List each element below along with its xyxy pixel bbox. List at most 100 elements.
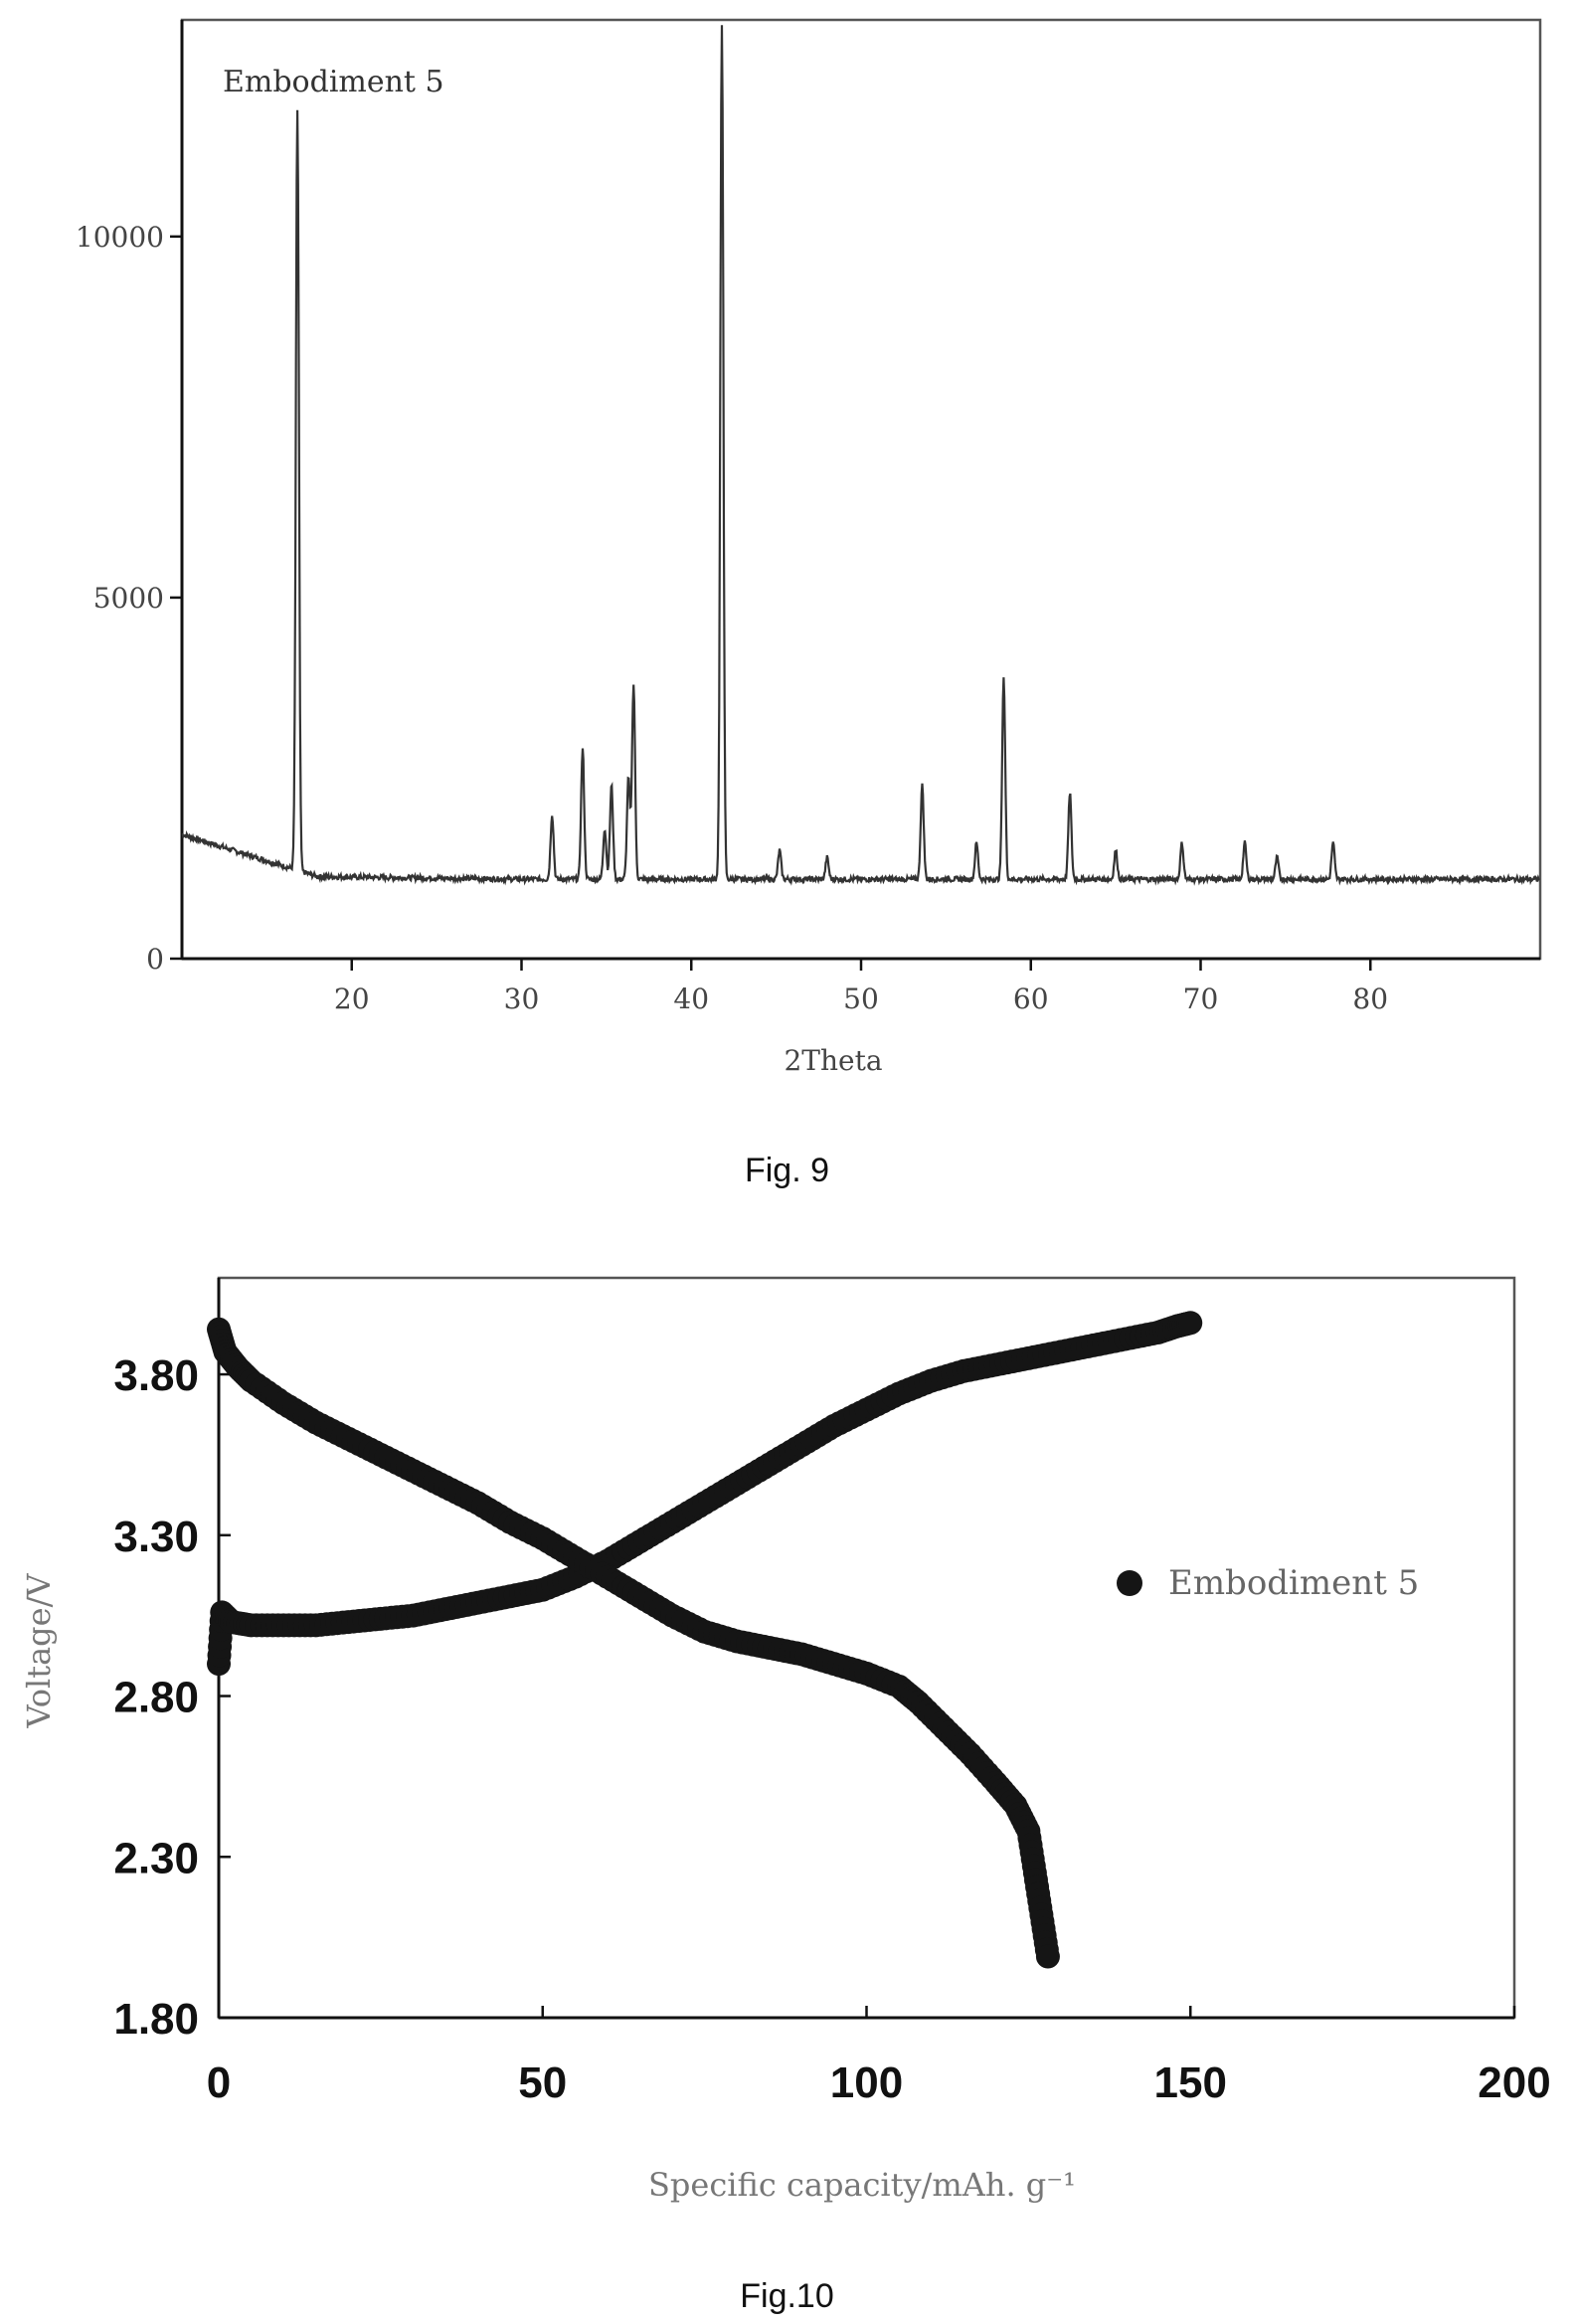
- point-discharge-interp-21-5: [849, 1660, 874, 1685]
- point-charge-interp-30-3: [1130, 1324, 1154, 1348]
- point-discharge-interp-14-1: [601, 1568, 625, 1593]
- point-charge-interp-20-3: [805, 1423, 830, 1448]
- point-discharge-interp-26-5: [979, 1766, 1004, 1791]
- point-charge-interp-0-2: [208, 1634, 233, 1659]
- point-charge-interp-29-4: [1103, 1329, 1128, 1353]
- point-charge-8: [401, 1603, 426, 1628]
- point-charge-interp-32-5: [1176, 1311, 1201, 1336]
- point-discharge-interp-30-3: [1026, 1881, 1051, 1906]
- point-discharge-21: [821, 1652, 846, 1677]
- point-charge-0: [207, 1652, 231, 1677]
- point-charge-interp-16-2: [670, 1504, 695, 1528]
- point-discharge-interp-9-5: [460, 1488, 485, 1513]
- point-discharge-interp-20-1: [794, 1644, 819, 1669]
- point-charge-32: [1165, 1314, 1190, 1339]
- xrd-x-tick-label-5: 70: [1183, 983, 1219, 1015]
- point-charge-10: [465, 1590, 490, 1615]
- point-discharge-interp-15-3: [643, 1593, 668, 1618]
- point-discharge-interp-7-3: [385, 1451, 410, 1475]
- point-discharge-interp-11-5: [525, 1523, 550, 1548]
- point-charge-interp-15-2: [638, 1522, 663, 1547]
- point-charge-interp-7-2: [379, 1605, 404, 1630]
- point-charge-interp-19-1: [763, 1449, 787, 1474]
- point-charge-interp-9-2: [443, 1595, 468, 1620]
- xrd-ticks-group: 20 30 40 50 60 70 80 0 5000 10000: [76, 221, 1388, 1015]
- point-discharge-interp-6-3: [352, 1434, 377, 1459]
- point-discharge-interp-2-1: [228, 1357, 253, 1382]
- point-discharge-interp-2-5: [237, 1366, 262, 1391]
- point-discharge-interp-23-4: [900, 1685, 925, 1709]
- point-charge-interp-6-1: [341, 1609, 366, 1634]
- point-charge-interp-18-5: [752, 1455, 777, 1480]
- point-discharge-interp-18-4: [746, 1633, 771, 1658]
- point-charge-interp-2-5: [236, 1612, 261, 1637]
- voltage-ticks-group: 0 50 100 150 200 1.80 2.30 2.80 3.30 3.80: [113, 1351, 1550, 2107]
- point-discharge-interp-17-3: [708, 1624, 733, 1649]
- point-discharge-24: [906, 1690, 931, 1714]
- point-charge-interp-29-3: [1097, 1330, 1122, 1354]
- point-charge-interp-1-3: [215, 1605, 240, 1630]
- point-discharge-interp-4-4: [292, 1404, 317, 1429]
- point-discharge-18: [725, 1629, 750, 1654]
- point-discharge-25: [932, 1715, 957, 1740]
- point-discharge-interp-10-5: [492, 1507, 517, 1531]
- xrd-plot-frame: [180, 18, 1542, 961]
- point-charge-interp-32-2: [1169, 1313, 1194, 1338]
- point-discharge-interp-22-1: [859, 1664, 884, 1689]
- point-discharge-interp-3-2: [250, 1376, 274, 1401]
- point-charge-interp-22-4: [876, 1386, 901, 1411]
- point-charge-interp-7-1: [374, 1606, 399, 1631]
- point-charge-29: [1081, 1333, 1106, 1357]
- point-charge-interp-25-1: [957, 1357, 981, 1382]
- point-discharge-interp-22-5: [881, 1672, 906, 1697]
- point-charge-interp-20-4: [811, 1420, 836, 1445]
- point-discharge-1: [213, 1340, 238, 1364]
- point-charge-interp-24-5: [946, 1360, 970, 1385]
- point-charge-interp-2-2: [226, 1611, 251, 1636]
- point-charge-interp-29-1: [1086, 1332, 1111, 1356]
- xrd-x-axis-label: 2Theta: [784, 1044, 882, 1077]
- point-discharge-interp-30-4: [1027, 1888, 1052, 1913]
- point-discharge-interp-24-5: [928, 1711, 953, 1736]
- xrd-x-tick-label-0: 20: [334, 983, 370, 1015]
- xrd-x-tick-label-2: 40: [673, 983, 709, 1015]
- point-charge-20: [789, 1433, 814, 1458]
- point-discharge-interp-12-1: [536, 1529, 561, 1554]
- point-charge-interp-20-2: [800, 1426, 825, 1451]
- point-discharge-interp-12-4: [552, 1538, 577, 1563]
- point-discharge-interp-13-4: [585, 1558, 610, 1583]
- point-charge-interp-9-4: [454, 1592, 479, 1617]
- point-discharge-interp-14-5: [622, 1581, 647, 1606]
- point-charge-interp-18-3: [741, 1462, 766, 1487]
- point-charge-interp-0-1: [207, 1643, 232, 1668]
- point-discharge-interp-12-2: [541, 1532, 566, 1557]
- point-charge-interp-14-1: [601, 1545, 625, 1570]
- point-charge-interp-25-2: [962, 1356, 987, 1381]
- point-charge-22: [854, 1397, 879, 1422]
- point-discharge-interp-27-3: [993, 1782, 1018, 1807]
- point-charge-interp-18-4: [746, 1459, 771, 1484]
- point-charge-27: [1016, 1345, 1041, 1370]
- point-charge-interp-22-2: [865, 1392, 890, 1417]
- point-charge-2: [220, 1610, 245, 1635]
- voltage-x-tick-label-4: 200: [1478, 2058, 1550, 2107]
- point-discharge-interp-1-3: [220, 1347, 245, 1372]
- voltage-plot-frame: [217, 1276, 1516, 2020]
- point-charge-interp-21-2: [832, 1408, 857, 1433]
- point-discharge-interp-22-3: [870, 1668, 895, 1693]
- point-discharge-interp-9-3: [449, 1483, 474, 1508]
- point-discharge-interp-10-4: [487, 1504, 512, 1528]
- point-discharge-27: [983, 1770, 1008, 1795]
- point-discharge-interp-20-4: [811, 1648, 836, 1673]
- point-discharge-interp-21-3: [838, 1657, 863, 1682]
- point-charge-interp-22-3: [870, 1389, 895, 1414]
- point-discharge-interp-11-3: [514, 1518, 539, 1542]
- point-charge-interp-26-2: [994, 1350, 1019, 1375]
- point-discharge-26: [958, 1741, 982, 1766]
- point-charge-interp-10-4: [487, 1586, 512, 1611]
- point-discharge-interp-23-1: [890, 1677, 915, 1701]
- point-discharge-interp-8-3: [417, 1467, 441, 1492]
- point-discharge-interp-0-5: [212, 1336, 237, 1360]
- point-charge-interp-8-4: [423, 1599, 447, 1624]
- point-discharge-interp-0-2: [209, 1325, 234, 1349]
